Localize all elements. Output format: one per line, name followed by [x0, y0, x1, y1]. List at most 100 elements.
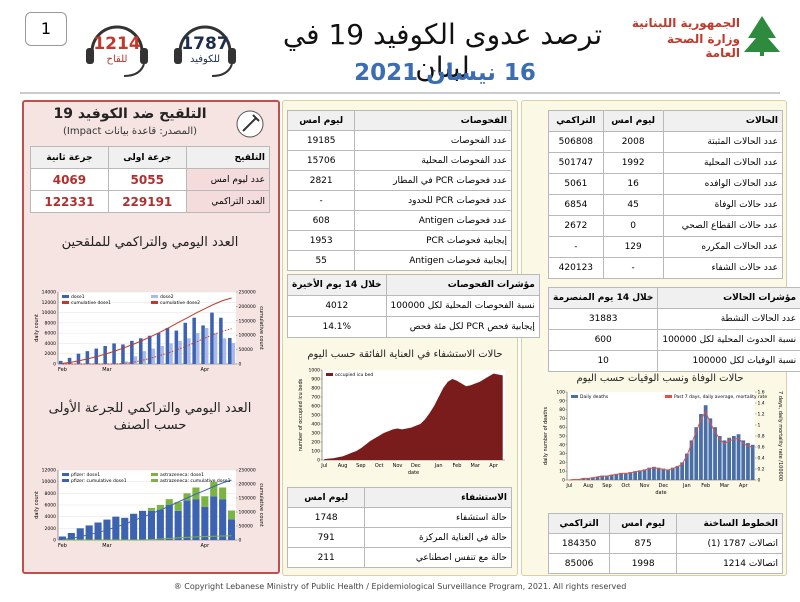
- bar: [201, 325, 205, 364]
- footer-copyright: ® Copyright Lebanese Ministry of Public …: [173, 582, 627, 591]
- bar: [231, 343, 236, 364]
- cell-value: 2672: [548, 215, 604, 237]
- bar: [647, 467, 652, 480]
- ministry-line: الجمهورية اللبنانية: [631, 16, 740, 30]
- cell-value: 4069: [30, 168, 109, 191]
- bar: [147, 335, 152, 364]
- bar: [103, 346, 107, 364]
- bar: [652, 466, 656, 480]
- table-row: إيجابية فحوصات Antigen 55: [286, 250, 512, 271]
- row-label: عدد فحوصات PCR للحدود: [354, 190, 512, 211]
- x-tick-label: Oct: [621, 483, 630, 489]
- cell-value: 55: [286, 250, 356, 271]
- x-tick-label: Mar: [720, 483, 730, 489]
- y-tick-label: 2000: [45, 526, 57, 532]
- y-tick-label: 14000: [42, 290, 56, 296]
- x-tick-label: Apr: [489, 463, 499, 469]
- bar: [151, 348, 156, 364]
- x-tick-label: Jul: [320, 463, 327, 469]
- cell-value: 5061: [548, 173, 604, 195]
- legend-label: astrazeneca: dose1: [160, 472, 204, 478]
- row-label: حالة استشفاء: [364, 507, 512, 528]
- table-row: العدد التراكمي 229191 122331: [30, 190, 271, 213]
- legend-swatch: [326, 373, 333, 376]
- bar: [619, 472, 623, 480]
- table-header-cell: التلقيح: [185, 146, 271, 169]
- table-header-cell: التراكمي: [547, 513, 611, 534]
- y-tick-label: 10000: [42, 479, 56, 485]
- cell-value: 1748: [286, 507, 366, 528]
- x-tick-label: Feb: [453, 463, 462, 469]
- bar: [219, 317, 223, 364]
- y-tick-label: 2000: [45, 351, 57, 357]
- bar: [94, 522, 102, 540]
- table-header-cell: جرعة اولى: [107, 146, 187, 169]
- y2-tick-label: 150000: [239, 318, 256, 324]
- cell-value: 2821: [286, 170, 356, 191]
- y-tick-label: 6000: [45, 331, 57, 337]
- y-tick-label: 90: [559, 398, 565, 404]
- row-label: العدد التراكمي: [185, 190, 271, 213]
- cell-value: 600: [547, 329, 659, 351]
- data-table: الخطوط الساخنة ليوم امس التراكمي اتصالات 17…: [547, 513, 783, 574]
- legend-swatch: [151, 473, 158, 476]
- table-header-row: الخطوط الساخنة ليوم امس التراكمي: [547, 513, 783, 534]
- y2-tick-label: 1.4: [758, 401, 765, 407]
- area-series: [324, 373, 503, 460]
- legend-label: pfizer: cumulative dose1: [71, 478, 127, 484]
- y2-tick-label: 250000: [239, 468, 256, 474]
- legend-label: cumulative dose2: [160, 300, 200, 306]
- y2-tick-label: 0.2: [758, 467, 765, 473]
- bar: [703, 405, 708, 480]
- table-row: اتصالات 1214 1998 85006: [547, 553, 783, 574]
- bar: [581, 478, 586, 480]
- x-tick-label: Feb: [58, 543, 67, 549]
- bar: [219, 487, 227, 500]
- table-row: حالة مع تنفس اصطناعي 211: [286, 547, 512, 568]
- row-label: عدد حالات القطاع الصحي: [662, 215, 784, 237]
- bar: [661, 468, 666, 480]
- legend-label: cumulative dose1: [71, 300, 111, 306]
- y-tick-label: 12000: [42, 300, 56, 306]
- table-row: نسبة الفحوصات المحلية لكل 100000 4012: [287, 295, 540, 317]
- x-tick-label: Oct: [375, 463, 384, 469]
- bar: [637, 470, 642, 480]
- x-tick-label: Apr: [201, 367, 211, 373]
- bar: [58, 360, 63, 364]
- bar: [222, 338, 227, 364]
- table-row: عدد الحالات المكرره 129-: [548, 236, 784, 258]
- bar: [121, 517, 129, 540]
- table-header-row: الاستشفاء ليوم امس: [286, 487, 512, 508]
- bar: [210, 312, 214, 364]
- y-tick-label: 40: [559, 442, 565, 448]
- legend-label: Daily deaths: [580, 394, 609, 400]
- report-date: 16 نيسان 2021: [354, 60, 536, 86]
- x-tick-label: Feb: [58, 367, 67, 373]
- bar: [586, 478, 591, 480]
- y2-tick-label: 1.2: [758, 412, 765, 418]
- bar: [741, 440, 746, 480]
- bar: [138, 338, 143, 364]
- table-header-cell: ليوم امس: [602, 110, 664, 132]
- bar: [156, 333, 161, 364]
- bar: [178, 340, 182, 364]
- table-header-cell: الخطوط الساخنة: [676, 513, 783, 534]
- y2-tick-label: 200000: [239, 304, 256, 310]
- bar: [614, 473, 619, 480]
- legend-label: pfizer: dose1: [71, 472, 100, 478]
- cell-value: 5055: [107, 168, 187, 191]
- y-tick-label: 400: [311, 422, 320, 428]
- y2-axis-label: cumulative count: [258, 483, 264, 527]
- row-label: عدد الحالات الوافده: [662, 173, 784, 195]
- bar: [736, 434, 741, 480]
- cell-value: 15706: [286, 150, 356, 171]
- y-tick-label: 20: [559, 460, 565, 466]
- bar: [183, 322, 188, 364]
- line-series: [62, 479, 232, 540]
- bar: [192, 317, 196, 364]
- bar: [160, 346, 164, 364]
- y-tick-label: 700: [311, 395, 320, 401]
- x-tick-label: Apr: [201, 543, 211, 549]
- data-table: الاستشفاء ليوم امس حالة استشفاء 1748 حالة في…: [286, 487, 512, 568]
- row-label: إيجابية فحوصات PCR: [354, 230, 512, 251]
